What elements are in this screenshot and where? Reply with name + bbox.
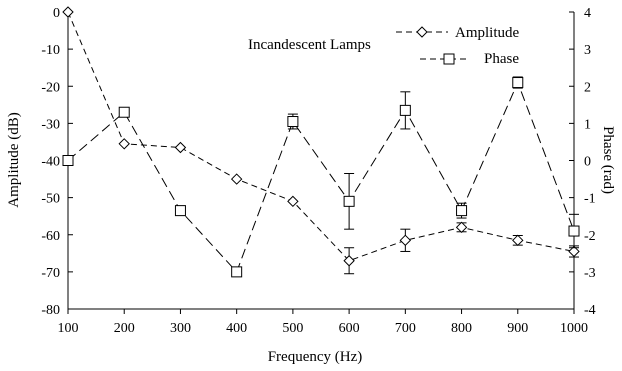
y2-tick-label: 2 xyxy=(584,80,591,95)
y-tick-label: -60 xyxy=(41,229,60,244)
data-point-amplitude xyxy=(174,141,187,154)
y2-axis-title: Phase (rad) xyxy=(600,126,616,194)
y-tick-label: -70 xyxy=(41,266,60,281)
data-point-amplitude xyxy=(512,234,524,247)
legend-phase-label: Phase xyxy=(484,51,519,67)
y-axis-title: Amplitude (dB) xyxy=(6,112,22,207)
x-axis: 100 200 300 400 500 600 700 800 900 1000 xyxy=(58,309,588,336)
data-point-phase xyxy=(231,266,243,278)
data-point-phase xyxy=(174,205,186,217)
series-line-phase xyxy=(67,81,575,273)
y-tick-label: -30 xyxy=(41,117,60,132)
data-point-amplitude xyxy=(568,245,580,258)
data-point-phase xyxy=(568,225,580,237)
y-tick-label: -80 xyxy=(41,303,60,318)
data-point-phase xyxy=(118,106,130,118)
x-tick-label: 500 xyxy=(282,321,303,336)
x-tick-label: 600 xyxy=(339,321,360,336)
series-amplitude xyxy=(62,6,580,275)
y-tick-label: -50 xyxy=(41,192,60,207)
legend-amplitude-marker xyxy=(416,26,428,38)
data-point-amplitude xyxy=(62,6,74,18)
x-tick-label: 1000 xyxy=(560,321,588,336)
data-point-phase xyxy=(512,77,524,89)
legend-phase-marker xyxy=(443,53,455,65)
y-axis: 0 -10 -20 -30 -40 -50 -60 -70 -80 xyxy=(41,6,73,318)
data-point-amplitude xyxy=(343,255,355,267)
data-point-amplitude xyxy=(399,234,412,247)
data-point-phase xyxy=(456,205,468,217)
y-tick-label: -20 xyxy=(41,80,60,95)
x-tick-label: 800 xyxy=(451,321,472,336)
data-point-amplitude xyxy=(455,221,468,234)
y2-tick-label: 4 xyxy=(584,6,591,21)
y2-tick-label: -3 xyxy=(584,266,596,281)
x-tick-label: 400 xyxy=(226,321,247,336)
chart-annotation: Incandescent Lamps xyxy=(248,37,371,53)
series-phase xyxy=(62,76,580,278)
y2-tick-label: 1 xyxy=(584,117,591,132)
y2-tick-label: 0 xyxy=(584,155,591,170)
data-point-amplitude xyxy=(230,173,243,185)
data-point-phase xyxy=(62,155,74,166)
legend-amplitude-label: Amplitude xyxy=(455,25,520,41)
x-axis-title: Frequency (Hz) xyxy=(268,349,363,365)
x-tick-label: 700 xyxy=(395,321,416,336)
x-tick-label: 900 xyxy=(507,321,528,336)
x-tick-label: 100 xyxy=(58,321,79,336)
series-layer xyxy=(62,6,580,278)
y2-tick-label: -2 xyxy=(584,229,596,244)
y-tick-label: -10 xyxy=(41,43,60,58)
y2-tick-label: 3 xyxy=(584,43,591,58)
data-point-phase xyxy=(399,104,411,116)
data-point-phase xyxy=(343,195,355,207)
y-tick-label: 0 xyxy=(53,6,60,21)
data-point-amplitude xyxy=(287,195,299,208)
series-line-amplitude xyxy=(67,11,575,262)
data-point-amplitude xyxy=(118,138,130,150)
x-tick-label: 300 xyxy=(170,321,191,336)
y2-tick-label: -4 xyxy=(584,303,596,318)
legend: Amplitude Phase xyxy=(396,25,520,67)
y2-axis: 4 3 2 1 0 -1 -2 -3 -4 xyxy=(569,6,596,318)
x-tick-label: 200 xyxy=(114,321,135,336)
data-point-phase xyxy=(287,116,299,128)
y2-tick-label: -1 xyxy=(584,192,596,207)
y-tick-label: -40 xyxy=(41,155,60,170)
